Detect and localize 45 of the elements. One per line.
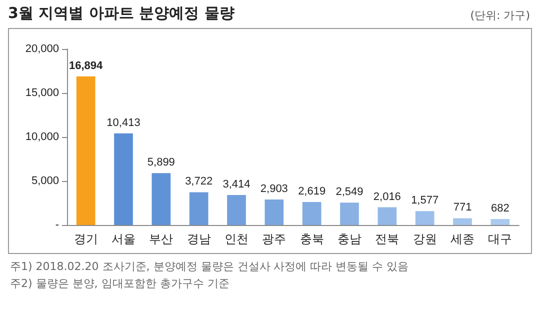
- x-tick-label: 인천: [224, 232, 248, 246]
- x-tick-label: 부산: [149, 232, 174, 246]
- data-label: 1,577: [411, 194, 439, 207]
- bar: [152, 173, 171, 225]
- x-tick-label: 대구: [488, 232, 512, 246]
- y-tick-label: -: [55, 219, 60, 231]
- x-tick-label: 전북: [375, 232, 400, 246]
- bar: [114, 133, 133, 225]
- data-label: 3,414: [222, 178, 250, 190]
- x-tick-label: 세종: [450, 232, 474, 246]
- chart-title: 3월 지역별 아파트 분양예정 물량: [8, 4, 234, 23]
- bar: [340, 202, 359, 225]
- data-label: 3,722: [185, 176, 213, 188]
- data-label: 2,619: [298, 185, 326, 198]
- data-label: 10,413: [106, 116, 140, 129]
- bar: [189, 192, 208, 225]
- data-label: 682: [490, 202, 510, 214]
- y-tick-label: 20,000: [25, 43, 59, 55]
- x-tick-label: 서울: [112, 232, 136, 246]
- data-label: 5,899: [147, 156, 175, 169]
- text: 주1) 2018.02.20 조사기준, 분양예정 물량은 건설사 사정에 따라 변동될 수 있음: [10, 259, 409, 275]
- y-tick-label: 5,000: [31, 175, 59, 187]
- bar: [453, 218, 472, 225]
- bar: [227, 194, 246, 225]
- x-tick-label: 광주: [262, 232, 286, 246]
- data-label: 16,894: [69, 60, 104, 72]
- bar: [76, 76, 96, 225]
- bar: [415, 211, 434, 225]
- data-label: 2,903: [260, 182, 288, 195]
- x-tick-label: 경남: [186, 232, 211, 246]
- x-tick-label: 충남: [338, 232, 362, 246]
- bar: [302, 202, 322, 225]
- x-tick-label: 강원: [412, 232, 437, 246]
- x-tick-label: 충북: [300, 232, 324, 246]
- chart-subtitle: (단위: 가구): [470, 8, 530, 23]
- bar: [378, 207, 397, 225]
- y-tick-label: 15,000: [25, 87, 59, 99]
- y-tick-label: 10,000: [25, 131, 59, 143]
- bar: [490, 219, 510, 225]
- data-label: 2,549: [336, 186, 364, 198]
- data-label: 771: [453, 202, 472, 214]
- bar: [264, 199, 284, 225]
- data-label: 2,016: [373, 190, 401, 203]
- x-tick-label: 경기: [74, 232, 98, 246]
- text: 주2) 물량은 분양, 임대포함한 총가구수 기준: [10, 276, 230, 292]
